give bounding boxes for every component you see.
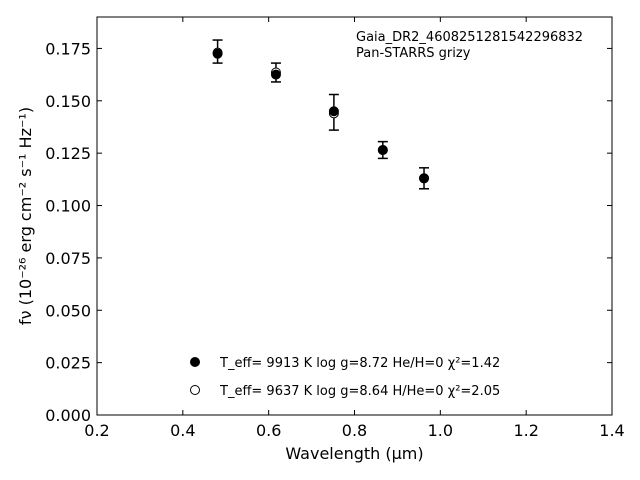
legend-entry-2: T_eff= 9637 K log g=8.64 H/He=0 χ²=2.05 (219, 384, 500, 399)
legend-entry-1: T_eff= 9913 K log g=8.72 He/H=0 χ²=1.42 (219, 356, 500, 371)
y-tick-label: 0.100 (45, 197, 91, 216)
model-point-filled (212, 48, 223, 59)
y-tick-label: 0.025 (45, 354, 91, 373)
legend-marker-open (190, 385, 200, 395)
x-axis-label: Wavelength (μm) (285, 444, 423, 463)
x-tick-label: 1.4 (599, 421, 624, 440)
y-tick-label: 0.000 (45, 406, 91, 425)
y-tick-label: 0.150 (45, 92, 91, 111)
annotation-survey: Pan-STARRS grizy (356, 46, 471, 61)
y-axis-label: fν (10⁻²⁶ erg cm⁻² s⁻¹ Hz⁻¹) (16, 107, 35, 325)
legend-marker-filled (190, 357, 200, 367)
x-tick-label: 0.8 (342, 421, 367, 440)
y-tick-label: 0.175 (45, 39, 91, 58)
model-point-filled (328, 106, 339, 117)
y-tick-label: 0.075 (45, 249, 91, 268)
x-tick-label: 1.0 (428, 421, 453, 440)
error-bars (212, 39, 430, 190)
data-points (212, 47, 430, 184)
x-tick-label: 0.2 (84, 421, 109, 440)
model-point-filled (270, 69, 281, 80)
model-point-filled (419, 173, 430, 184)
legend: T_eff= 9913 K log g=8.72 He/H=0 χ²=1.42 … (190, 356, 500, 399)
x-tick-label: 0.4 (170, 421, 195, 440)
x-tick-label: 0.6 (256, 421, 281, 440)
model-point-filled (377, 145, 388, 156)
x-tick-label: 1.2 (513, 421, 538, 440)
annotation-source-id: Gaia_DR2_4608251281542296832 (356, 30, 583, 45)
x-axis-ticks: 0.2 0.4 0.6 0.8 1.0 1.2 1.4 (84, 17, 625, 440)
y-tick-label: 0.125 (45, 144, 91, 163)
y-tick-label: 0.050 (45, 301, 91, 320)
y-axis-ticks: 0.000 0.025 0.050 0.075 0.100 0.125 0.150 0.175 (45, 39, 612, 425)
